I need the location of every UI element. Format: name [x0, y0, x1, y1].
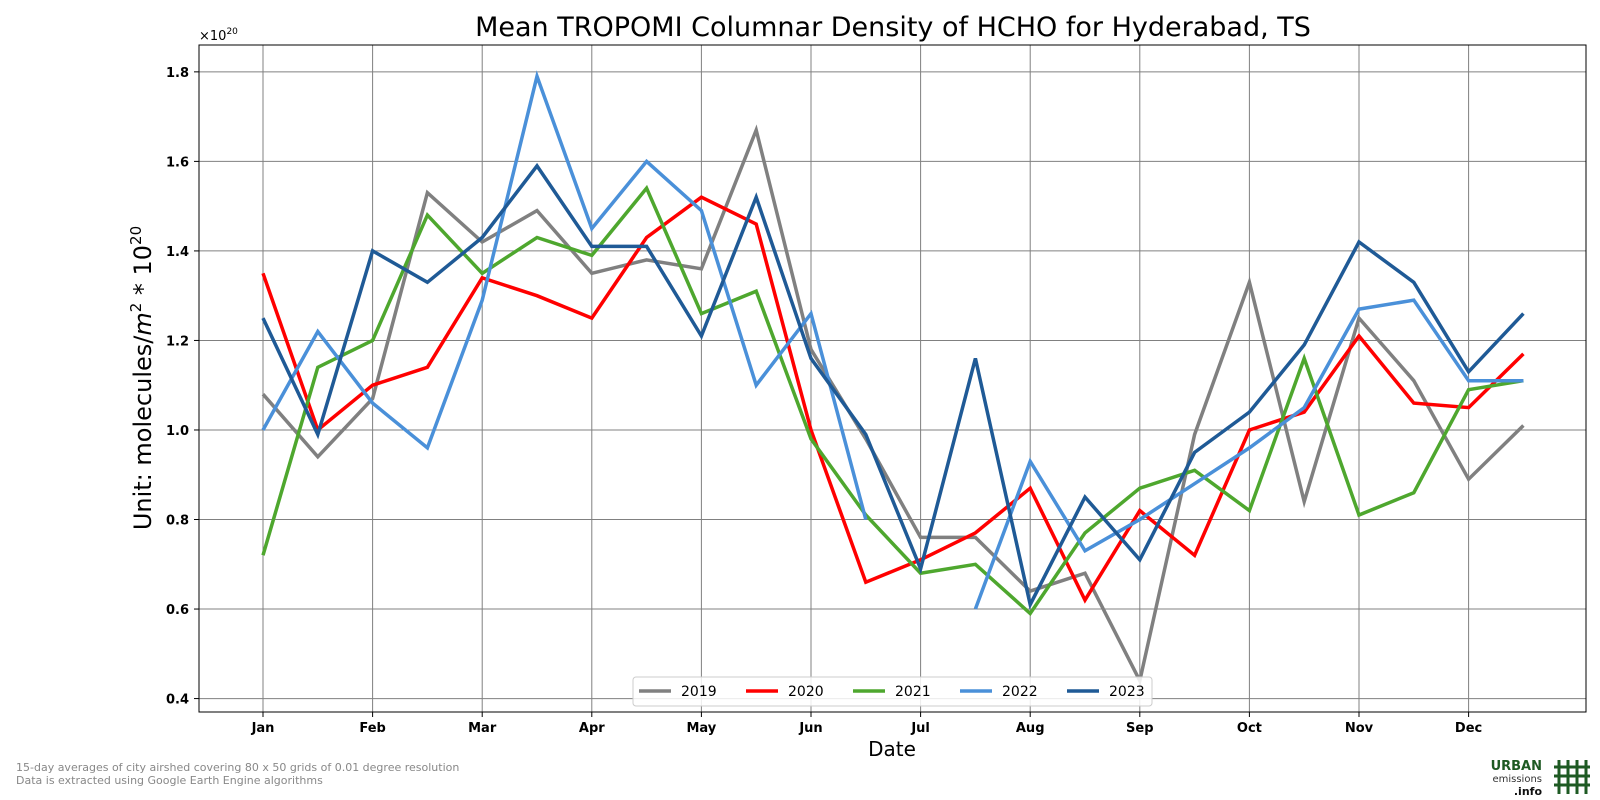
y-tick-label: 1.0: [166, 424, 189, 439]
legend-label-2021: 2021: [895, 684, 931, 700]
grid-logo-icon: [1554, 760, 1590, 794]
legend-box: [632, 676, 1153, 707]
y-tick-label: 0.6: [166, 603, 189, 618]
y-tick-label: 1.6: [166, 155, 189, 170]
legend-label-2022: 2022: [1002, 684, 1038, 700]
x-tick-label: May: [687, 721, 717, 736]
x-tick-label: Jun: [798, 721, 822, 736]
x-axis-label: Date: [868, 737, 916, 761]
x-tick-label: Nov: [1345, 721, 1374, 736]
x-tick-label: Dec: [1455, 721, 1482, 736]
y-axis-label: Unit: molecules/m2 * 1020: [127, 226, 157, 530]
logo-text-urban: URBAN: [1490, 759, 1542, 774]
series-line-2019: [261, 124, 1525, 686]
legend-label-2020: 2020: [788, 684, 824, 700]
footnote-line-2: Data is extracted using Google Earth Eng…: [16, 774, 323, 787]
x-tick-label: Aug: [1016, 721, 1045, 736]
plot-frame: [198, 44, 1587, 713]
urban-emissions-logo: URBAN emissions .info: [1480, 758, 1590, 798]
axis-ticks: 0.4 0.6 0.8 1.0 1.2 1.4 1.6 1.8 Jan Feb Mar Apr May J…: [166, 66, 1482, 736]
grid-lines: [199, 45, 1586, 712]
y-tick-label: 1.2: [166, 334, 189, 349]
logo-text-emissions: emissions: [1492, 774, 1542, 785]
x-tick-label: Jan: [251, 721, 275, 736]
series-line-2022: [261, 70, 1524, 610]
x-tick-label: Oct: [1237, 721, 1262, 736]
legend-label-2023: 2023: [1109, 684, 1145, 700]
x-tick-label: Apr: [579, 721, 605, 736]
series-line-2023: [261, 162, 1525, 610]
y-offset-text: ×1020: [199, 27, 238, 44]
y-tick-label: 0.4: [166, 693, 189, 708]
chart-title: Mean TROPOMI Columnar Density of HCHO fo…: [475, 12, 1311, 43]
logo-text-info: .info: [1513, 785, 1542, 798]
series-lines: [261, 70, 1525, 686]
footnote-line-1: 15-day averages of city airshed covering…: [16, 761, 460, 774]
x-tick-label: Jul: [910, 721, 930, 736]
legend: 2019 2020 2021 2022 2023: [632, 676, 1153, 707]
x-tick-label: Mar: [468, 721, 497, 736]
legend-label-2019: 2019: [681, 684, 717, 700]
y-tick-label: 1.4: [166, 245, 189, 260]
x-tick-label: Feb: [359, 721, 385, 736]
series-line-2020: [261, 195, 1525, 604]
y-tick-label: 1.8: [166, 66, 189, 81]
x-tick-label: Sep: [1126, 721, 1154, 736]
series-line-2021: [261, 184, 1524, 617]
y-tick-label: 0.8: [166, 514, 189, 529]
